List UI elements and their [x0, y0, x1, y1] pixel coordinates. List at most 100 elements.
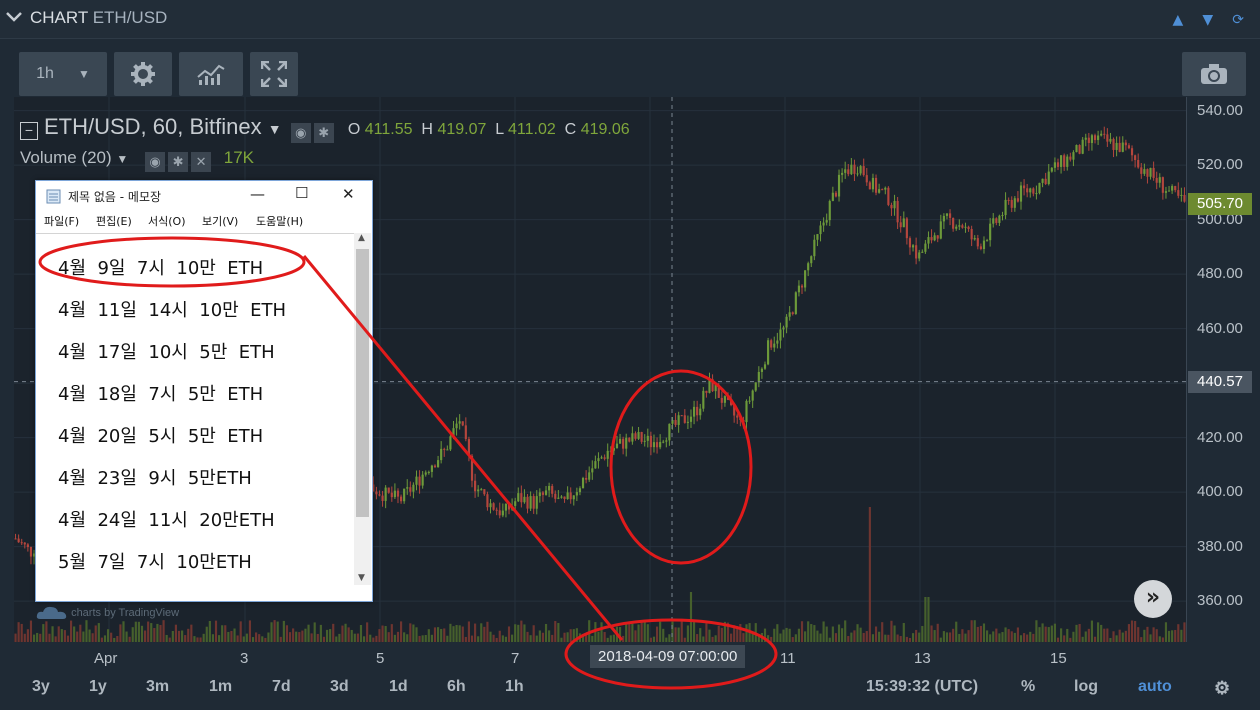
volume-bar — [412, 624, 415, 642]
volume-bar — [659, 621, 662, 642]
volume-bar — [989, 634, 992, 642]
volume-bar — [970, 620, 973, 642]
notepad-window[interactable]: 제목 없음 - 메모장 — ☐ ✕ 파일(F) 편집(E) 서식(O) 보기(V… — [35, 180, 373, 602]
ohlc-values: O 411.55 H 419.07 L 411.02 C 419.06 — [347, 121, 630, 138]
candle-body — [520, 493, 523, 503]
gear-icon[interactable]: ✱ — [168, 152, 189, 172]
candle-body — [1115, 142, 1118, 150]
candle-body — [618, 438, 622, 444]
candle-body — [788, 312, 791, 317]
close-icon[interactable]: ✕ — [191, 152, 212, 172]
range-1d[interactable]: 1d — [389, 678, 408, 695]
candle-body — [474, 480, 477, 492]
scroll-up-icon[interactable]: ▲ — [358, 233, 365, 243]
volume-bar — [261, 636, 264, 642]
candle-body — [486, 494, 489, 508]
candle-body — [1149, 167, 1152, 177]
symbol-name[interactable]: ETH/USD, 60, Bitfinex — [44, 114, 262, 139]
candle-body — [26, 544, 29, 547]
volume-bar — [615, 626, 619, 642]
range-7d[interactable]: 7d — [272, 678, 291, 695]
notepad-titlebar[interactable]: 제목 없음 - 메모장 — ☐ ✕ — [36, 181, 372, 211]
move-up-icon[interactable]: ▲ — [1172, 12, 1184, 28]
menu-edit[interactable]: 편집(E) — [96, 215, 132, 228]
volume-bar — [282, 620, 285, 642]
volume-bar — [680, 621, 683, 642]
volume-name[interactable]: Volume (20) — [20, 148, 112, 167]
y-tick-label: 480.00 — [1197, 265, 1243, 283]
volume-bar — [948, 632, 952, 642]
candle-body — [933, 235, 936, 241]
range-6h[interactable]: 6h — [447, 678, 466, 695]
volume-bar — [449, 623, 452, 642]
candle-body — [689, 416, 693, 422]
volume-bar — [202, 633, 205, 642]
candle-body — [415, 476, 418, 485]
menu-format[interactable]: 서식(O) — [148, 215, 186, 228]
menu-file[interactable]: 파일(F) — [44, 215, 80, 228]
candle-body — [1047, 171, 1050, 185]
settings-button[interactable] — [114, 52, 172, 96]
range-1m[interactable]: 1m — [209, 678, 233, 695]
time-axis[interactable]: Apr 3 5 7 11 13 15 2018-04-09 07:00:00 — [14, 642, 1186, 674]
caret-down-icon[interactable]: ▼ — [267, 121, 282, 137]
candle-body — [782, 327, 785, 330]
candle-body — [702, 390, 705, 409]
notepad-scrollbar[interactable]: ▲ ▼ — [354, 233, 371, 585]
range-1y[interactable]: 1y — [89, 678, 107, 695]
volume-bar — [29, 620, 33, 642]
scroll-down-icon[interactable]: ▼ — [358, 573, 365, 583]
candle-body — [992, 218, 995, 224]
y-tick-label: 360.00 — [1197, 592, 1243, 610]
fullscreen-button[interactable] — [250, 52, 298, 96]
chevron-down-icon[interactable] — [6, 10, 22, 24]
refresh-icon[interactable]: ⟳ — [1232, 12, 1244, 28]
caret-down-icon[interactable]: ▼ — [116, 152, 129, 166]
indicators-button[interactable] — [179, 52, 243, 96]
volume-bar — [526, 631, 529, 642]
range-3y[interactable]: 3y — [32, 678, 50, 695]
collapse-icon[interactable]: − — [20, 122, 38, 140]
range-3m[interactable]: 3m — [146, 678, 170, 695]
gear-icon[interactable]: ⚙ — [1214, 678, 1231, 698]
volume-bar — [1155, 629, 1158, 642]
minimize-icon[interactable]: — — [250, 185, 265, 203]
menu-help[interactable]: 도움말(H) — [256, 215, 304, 228]
range-1h[interactable]: 1h — [505, 678, 524, 695]
volume-bar — [467, 621, 471, 642]
move-down-icon[interactable]: ▼ — [1202, 12, 1214, 28]
notepad-text-area[interactable]: 4월 9일 7시 10만 ETH 4월 11일 14시 10만 ETH 4월 1… — [36, 233, 354, 586]
snapshot-button[interactable] — [1182, 52, 1246, 96]
close-icon[interactable]: ✕ — [342, 185, 355, 203]
candle-body — [711, 379, 714, 392]
percent-toggle[interactable]: % — [1021, 678, 1036, 695]
volume-bar — [390, 624, 393, 642]
interval-select[interactable]: 1h ▼ — [19, 52, 107, 96]
range-3d[interactable]: 3d — [330, 678, 349, 695]
scroll-thumb[interactable] — [356, 249, 369, 517]
candle-body — [409, 487, 412, 492]
volume-bar — [1056, 637, 1060, 642]
menu-view[interactable]: 보기(V) — [202, 215, 239, 228]
volume-bar — [143, 630, 147, 642]
candle-body — [378, 494, 381, 496]
tradingview-watermark[interactable]: charts by TradingView — [36, 604, 179, 620]
scroll-to-realtime-button[interactable]: » — [1134, 580, 1172, 618]
y-tick-label: 460.00 — [1197, 319, 1243, 337]
utc-clock[interactable]: 15:39:32 (UTC) — [866, 678, 979, 695]
price-axis[interactable]: 540.00520.00500.00480.00460.00440.00420.… — [1186, 97, 1260, 642]
eye-icon[interactable]: ◉ — [145, 152, 166, 172]
volume-bar — [344, 623, 347, 642]
gear-icon[interactable]: ✱ — [313, 123, 334, 143]
maximize-icon[interactable]: ☐ — [295, 184, 309, 202]
eye-icon[interactable]: ◉ — [290, 123, 311, 143]
volume-bar — [63, 630, 66, 642]
log-toggle[interactable]: log — [1074, 678, 1098, 695]
candle-body — [597, 458, 600, 462]
candle-body — [464, 425, 467, 440]
volume-bar — [1069, 637, 1072, 642]
auto-toggle[interactable]: auto — [1138, 678, 1172, 695]
volume-bar — [103, 635, 107, 642]
candle-body — [1044, 178, 1047, 185]
y-tick-label: 380.00 — [1197, 537, 1243, 555]
